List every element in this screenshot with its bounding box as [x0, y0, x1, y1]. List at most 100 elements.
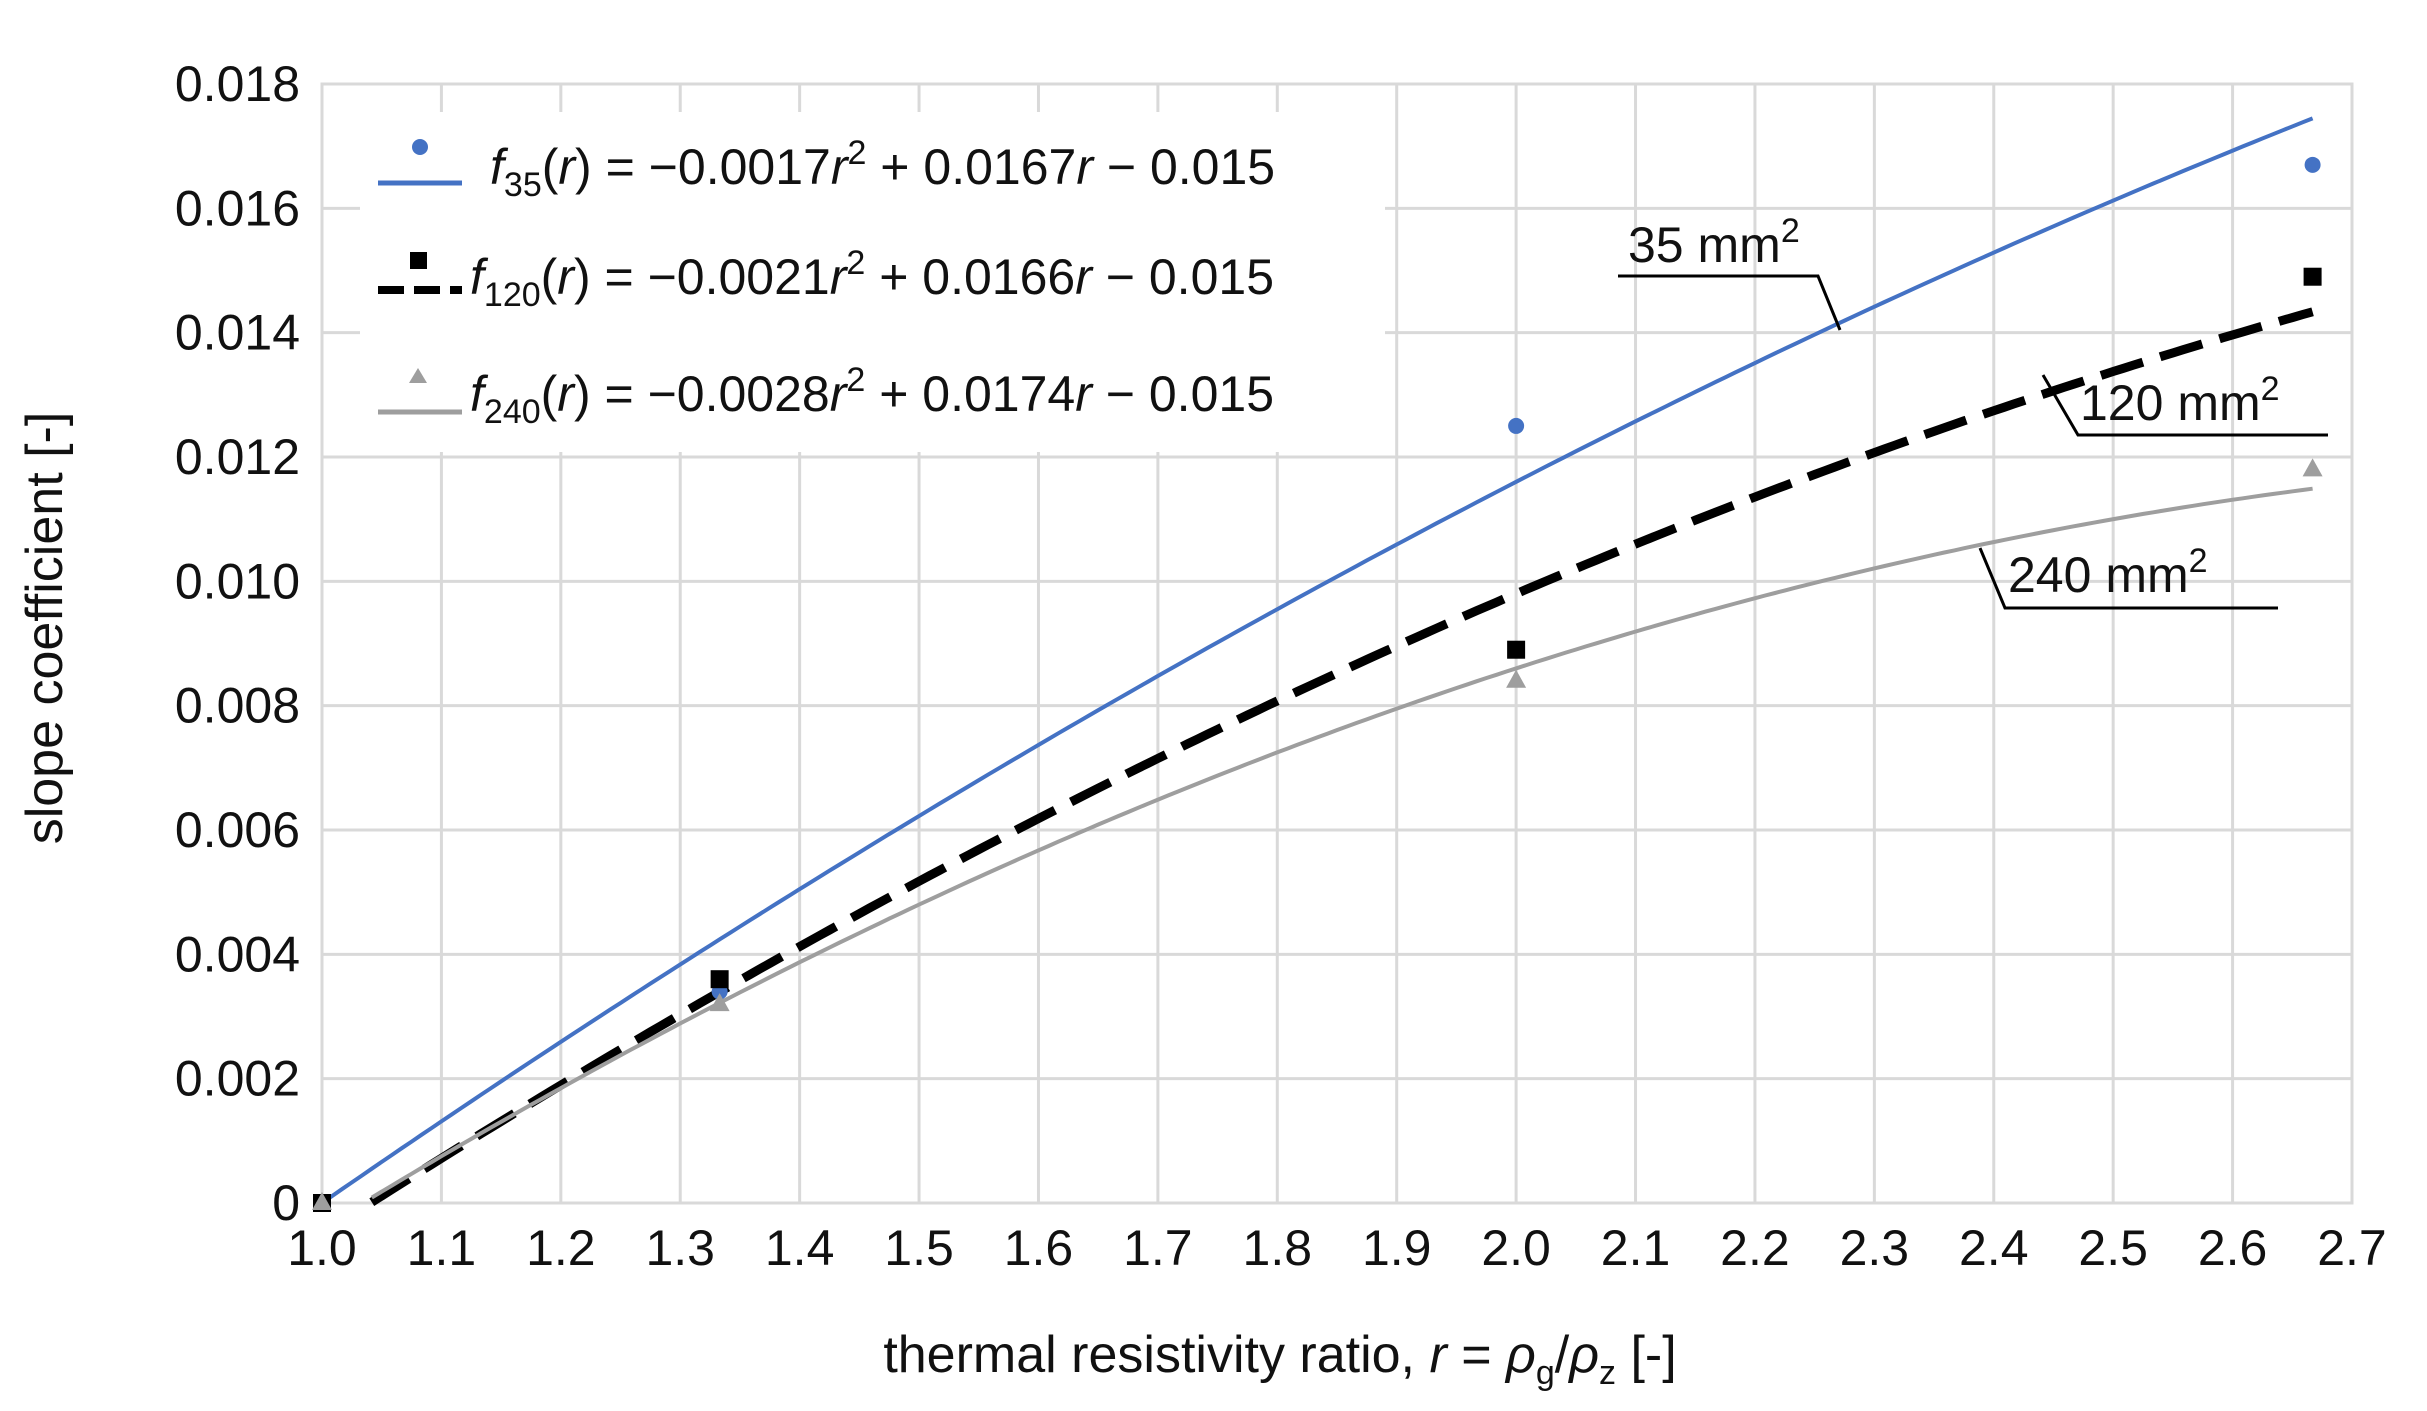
- x-axis-title-unit: [-]: [1616, 1326, 1677, 1384]
- annotation-240-leader: [1978, 547, 2278, 610]
- legend-background: [360, 112, 1385, 452]
- x-tick-label: 1.8: [1243, 1220, 1313, 1276]
- legend-240-exp: 2: [846, 361, 865, 399]
- legend-entry-240: f240(r) = −0.0028r2 + 0.0174r − 0.015: [378, 361, 1274, 431]
- x-tick-label: 2.5: [2078, 1220, 2148, 1276]
- legend-text-240: f240(r) = −0.0028r2 + 0.0174r − 0.015: [470, 361, 1274, 431]
- data-point-240-mm2: [709, 993, 730, 1012]
- annotation-120: 120 mm2: [2041, 370, 2328, 437]
- x-axis-title-rho-g: ρ: [1504, 1326, 1536, 1384]
- y-axis-title: slope coefficient [-]: [16, 412, 74, 845]
- legend-120-tail: + 0.0166: [865, 249, 1075, 305]
- x-tick-label: 1.7: [1123, 1220, 1193, 1276]
- legend-240-close: ): [574, 366, 591, 422]
- x-tick-label: 1.9: [1362, 1220, 1432, 1276]
- legend-240-open: (: [541, 366, 558, 422]
- legend-entry-35: f35(r) = −0.0017r2 + 0.0167r − 0.015: [378, 134, 1275, 204]
- legend-240-rest: = −0.0028: [591, 366, 830, 422]
- y-tick-label: 0.004: [175, 926, 300, 982]
- annotation-240-sup: 2: [2189, 542, 2208, 580]
- legend-240-tail: + 0.0174: [865, 366, 1075, 422]
- fit-curve-240-mm2: [370, 486, 2313, 1200]
- data-point-240-mm2: [2302, 458, 2323, 477]
- legend-120-r2: r: [830, 249, 849, 305]
- data-points: [312, 156, 2323, 1212]
- legend-text-35: f35(r) = −0.0017r2 + 0.0167r − 0.015: [490, 134, 1275, 204]
- x-axis-title-sub-z: z: [1599, 1354, 1616, 1392]
- tick-labels: 1.0 1.1 1.2 1.3 1.4 1.5 1.6 1.7 1.8 1.9 2.0 2.1 2.2 2…: [175, 56, 2387, 1276]
- x-tick-label: 2.1: [1601, 1220, 1671, 1276]
- x-axis-title-sub-g: g: [1536, 1354, 1555, 1392]
- x-tick-label: 1.3: [645, 1220, 715, 1276]
- x-tick-label: 1.4: [765, 1220, 835, 1276]
- x-axis-title: thermal resistivity ratio, r = ρg/ρz [-]: [883, 1326, 1676, 1392]
- legend-marker-120: [410, 252, 427, 269]
- fit-curve-120-mm2: [369, 307, 2314, 1206]
- x-tick-label: 2.0: [1481, 1220, 1551, 1276]
- annotation-120-text: 120 mm: [2080, 375, 2261, 431]
- annotation-35-text: 35 mm: [1628, 217, 1781, 273]
- annotation-240: 240 mm2: [1978, 542, 2278, 610]
- y-tick-label: 0.006: [175, 802, 300, 858]
- legend-35-rest: = −0.0017: [592, 139, 831, 195]
- annotation-35: 35 mm2: [1618, 212, 1842, 331]
- legend-120-end: − 0.015: [1092, 249, 1274, 305]
- annotation-240-text: 240 mm: [2008, 547, 2189, 603]
- legend-120-r: r: [557, 249, 576, 305]
- data-point-120-mm2: [1507, 640, 1526, 659]
- x-axis-title-var: r: [1429, 1326, 1449, 1384]
- x-axis-title-main: thermal resistivity ratio,: [883, 1326, 1429, 1384]
- legend-entry-120: f120(r) = −0.0021r2 + 0.0166r − 0.015: [378, 244, 1274, 314]
- legend-35-end: − 0.015: [1093, 139, 1275, 195]
- y-tick-label: 0.008: [175, 678, 300, 734]
- legend-35-sub: 35: [504, 166, 542, 204]
- legend: f35(r) = −0.0017r2 + 0.0167r − 0.015 f12…: [360, 112, 1385, 452]
- legend-35-tail: + 0.0167: [866, 139, 1076, 195]
- legend-120-r3: r: [1075, 249, 1094, 305]
- fit-curves: [320, 116, 2314, 1206]
- y-tick-label: 0.016: [175, 180, 300, 236]
- data-point-240-mm2: [1506, 669, 1527, 688]
- legend-text-120: f120(r) = −0.0021r2 + 0.0166r − 0.015: [470, 244, 1274, 314]
- data-point-120-mm2: [710, 970, 729, 989]
- y-tick-label: 0.002: [175, 1051, 300, 1107]
- x-tick-label: 1.0: [287, 1220, 357, 1276]
- legend-marker-35: [412, 139, 428, 155]
- y-tick-label: 0.010: [175, 553, 300, 609]
- x-axis-title-rho-z: ρ: [1567, 1326, 1599, 1384]
- legend-120-exp: 2: [846, 244, 865, 282]
- data-point-240-mm2: [312, 1192, 332, 1210]
- y-tick-label: 0.014: [175, 305, 300, 361]
- annotation-240-label: 240 mm2: [2008, 542, 2208, 603]
- x-tick-label: 2.4: [1959, 1220, 2029, 1276]
- data-point-35-mm2: [2304, 156, 2321, 173]
- legend-240-r3: r: [1075, 366, 1094, 422]
- y-tick-label: 0: [272, 1175, 300, 1231]
- annotation-120-leader: [2041, 374, 2328, 437]
- x-axis-title-eq: =: [1447, 1326, 1506, 1384]
- y-tick-label: 0.018: [175, 56, 300, 112]
- annotation-35-sup: 2: [1781, 212, 1800, 250]
- legend-35-r: r: [558, 139, 577, 195]
- x-tick-label: 1.2: [526, 1220, 596, 1276]
- legend-120-open: (: [541, 249, 558, 305]
- x-tick-label: 2.6: [2198, 1220, 2268, 1276]
- annotation-35-label: 35 mm2: [1628, 212, 1800, 273]
- x-tick-label: 1.1: [407, 1220, 477, 1276]
- fit-curve-35-mm2: [320, 116, 2314, 1205]
- data-point-120-mm2: [2303, 267, 2322, 286]
- legend-240-sub: 240: [484, 393, 541, 431]
- legend-120-sub: 120: [484, 276, 541, 314]
- legend-240-r: r: [557, 366, 576, 422]
- x-tick-label: 2.3: [1840, 1220, 1910, 1276]
- legend-120-rest: = −0.0021: [591, 249, 830, 305]
- x-tick-label: 1.5: [884, 1220, 954, 1276]
- annotation-120-label: 120 mm2: [2080, 370, 2280, 431]
- legend-240-end: − 0.015: [1092, 366, 1274, 422]
- annotation-35-leader: [1618, 274, 1842, 331]
- y-tick-label: 0.012: [175, 429, 300, 485]
- legend-35-r2: r: [831, 139, 850, 195]
- x-tick-label: 2.2: [1720, 1220, 1790, 1276]
- legend-35-exp: 2: [847, 134, 866, 172]
